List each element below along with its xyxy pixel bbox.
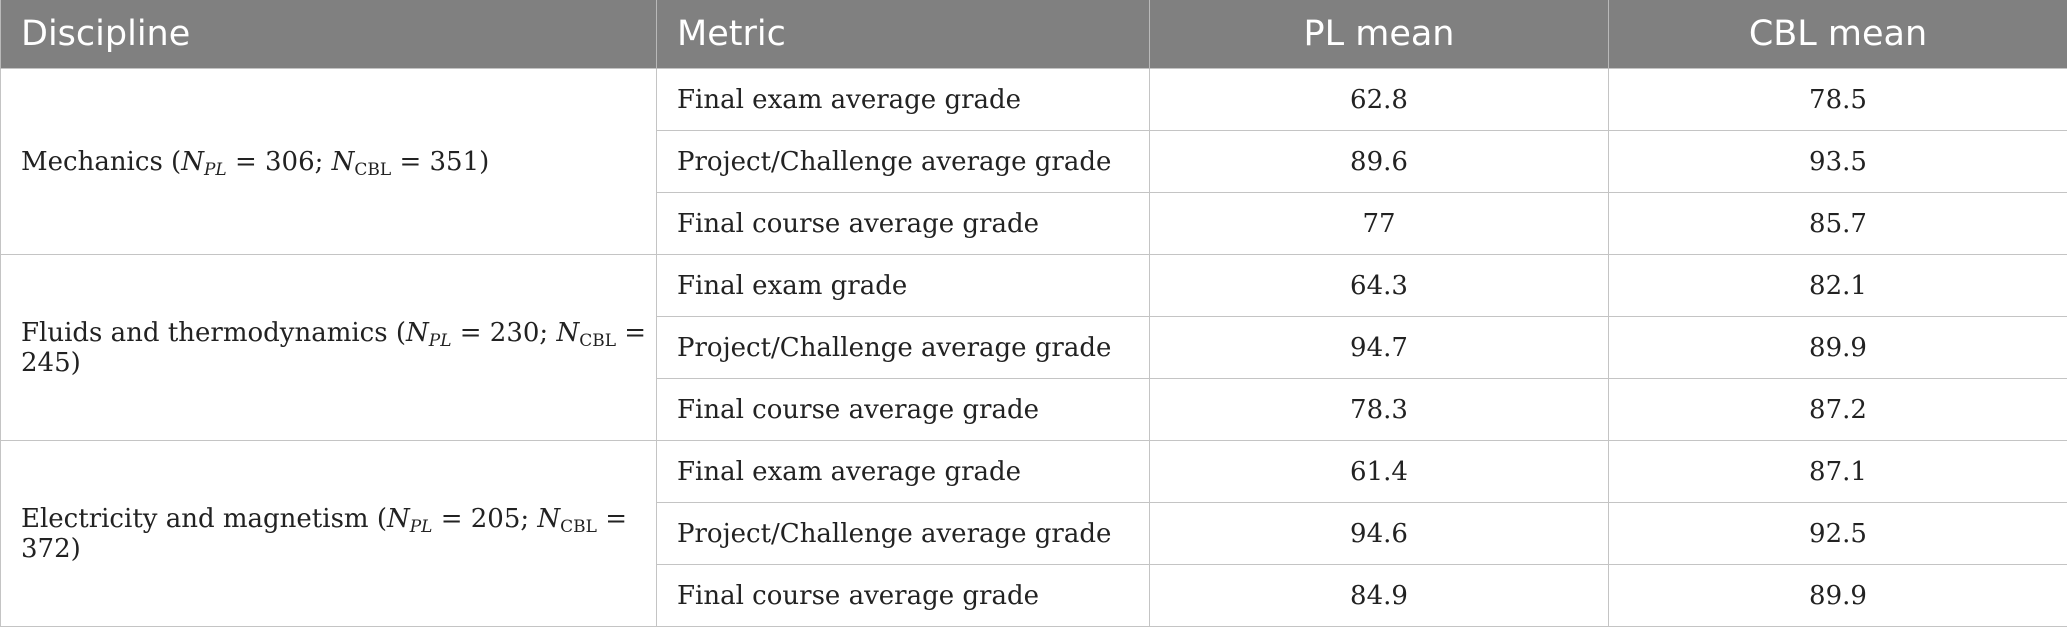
n-symbol: N: [181, 146, 204, 177]
cbl-mean-cell: 92.5: [1608, 502, 2067, 565]
metric-cell: Final exam grade: [656, 254, 1150, 317]
n-value: = 230;: [451, 317, 557, 348]
n-subscript: CBL: [354, 159, 392, 180]
table-header: Discipline Metric PL mean CBL mean: [0, 0, 2067, 69]
pl-mean-cell: 61.4: [1149, 440, 1609, 503]
table-row: Project/Challenge average grade 94.6 92.…: [1, 502, 2067, 565]
n-symbol: N: [386, 503, 410, 534]
n-subscript: PL: [203, 159, 227, 180]
n-value: = 306;: [226, 146, 332, 177]
header-discipline: Discipline: [0, 0, 657, 69]
metric-cell: Final exam average grade: [656, 68, 1150, 131]
n-subscript: PL: [409, 516, 433, 537]
table-row: Fluids and thermodynamics (NPL = 230; NC…: [0, 254, 2067, 441]
header-row: Discipline Metric PL mean CBL mean: [0, 0, 2067, 69]
pl-mean-cell: 94.6: [1149, 502, 1609, 565]
n-value: = 351): [391, 146, 490, 177]
table-row: Project/Challenge average grade 89.6 93.…: [1, 130, 2067, 193]
n-value: = 205;: [432, 503, 538, 534]
pl-mean-cell: 89.6: [1149, 130, 1609, 193]
table-row: Final course average grade 77 85.7: [1, 192, 2067, 255]
header-pl-mean: PL mean: [1149, 0, 1609, 69]
cbl-mean-cell: 78.5: [1608, 68, 2067, 131]
n-value: = 245): [21, 317, 647, 378]
pl-mean-cell: 84.9: [1149, 564, 1609, 627]
metric-cell: Project/Challenge average grade: [656, 316, 1150, 379]
discipline-name: Electricity and magnetism (: [21, 503, 387, 534]
n-symbol: N: [406, 317, 429, 348]
cbl-mean-cell: 85.7: [1608, 192, 2067, 255]
discipline-name: Mechanics (: [21, 146, 182, 177]
pl-mean-cell: 78.3: [1149, 378, 1609, 441]
table-row: Electricity and magnetism (NPL = 205; NC…: [0, 440, 2067, 627]
header-cbl-mean: CBL mean: [1608, 0, 2067, 69]
cbl-mean-cell: 89.9: [1608, 316, 2067, 379]
cbl-mean-cell: 93.5: [1608, 130, 2067, 193]
n-subscript: CBL: [560, 516, 597, 537]
n-symbol: N: [331, 146, 355, 177]
discipline-cell-electricity-magnetism: Electricity and magnetism (NPL = 205; NC…: [0, 440, 657, 627]
pl-mean-cell: 77: [1149, 192, 1609, 255]
table-row: Final course average grade 78.3 87.2: [1, 378, 2067, 441]
n-symbol: N: [537, 503, 561, 534]
cbl-mean-cell: 89.9: [1608, 564, 2067, 627]
n-symbol: N: [556, 317, 580, 348]
pl-mean-cell: 64.3: [1149, 254, 1609, 317]
pl-mean-cell: 94.7: [1149, 316, 1609, 379]
metric-cell: Project/Challenge average grade: [656, 130, 1150, 193]
table-row: Final course average grade 84.9 89.9: [1, 564, 2067, 627]
metric-cell: Final exam average grade: [656, 440, 1150, 503]
results-table: Discipline Metric PL mean CBL mean Mecha…: [0, 0, 2067, 627]
n-subscript: CBL: [579, 330, 616, 351]
n-subscript: PL: [428, 330, 452, 351]
cbl-mean-cell: 87.2: [1608, 378, 2067, 441]
n-value: = 372): [21, 503, 628, 564]
header-metric: Metric: [656, 0, 1150, 69]
table-row: Project/Challenge average grade 94.7 89.…: [1, 316, 2067, 379]
discipline-cell-fluids-thermodynamics: Fluids and thermodynamics (NPL = 230; NC…: [0, 254, 657, 441]
metric-cell: Final course average grade: [656, 378, 1150, 441]
results-table-container: Discipline Metric PL mean CBL mean Mecha…: [0, 0, 2067, 627]
discipline-name: Fluids and thermodynamics (: [21, 317, 406, 348]
metric-cell: Final course average grade: [656, 192, 1150, 255]
metric-cell: Project/Challenge average grade: [656, 502, 1150, 565]
pl-mean-cell: 62.8: [1149, 68, 1609, 131]
metric-cell: Final course average grade: [656, 564, 1150, 627]
table-row: Mechanics (NPL = 306; NCBL = 351) Final …: [0, 68, 2067, 255]
cbl-mean-cell: 82.1: [1608, 254, 2067, 317]
cbl-mean-cell: 87.1: [1608, 440, 2067, 503]
table-body: Mechanics (NPL = 306; NCBL = 351) Final …: [0, 68, 2067, 627]
discipline-cell-mechanics: Mechanics (NPL = 306; NCBL = 351): [0, 68, 657, 255]
